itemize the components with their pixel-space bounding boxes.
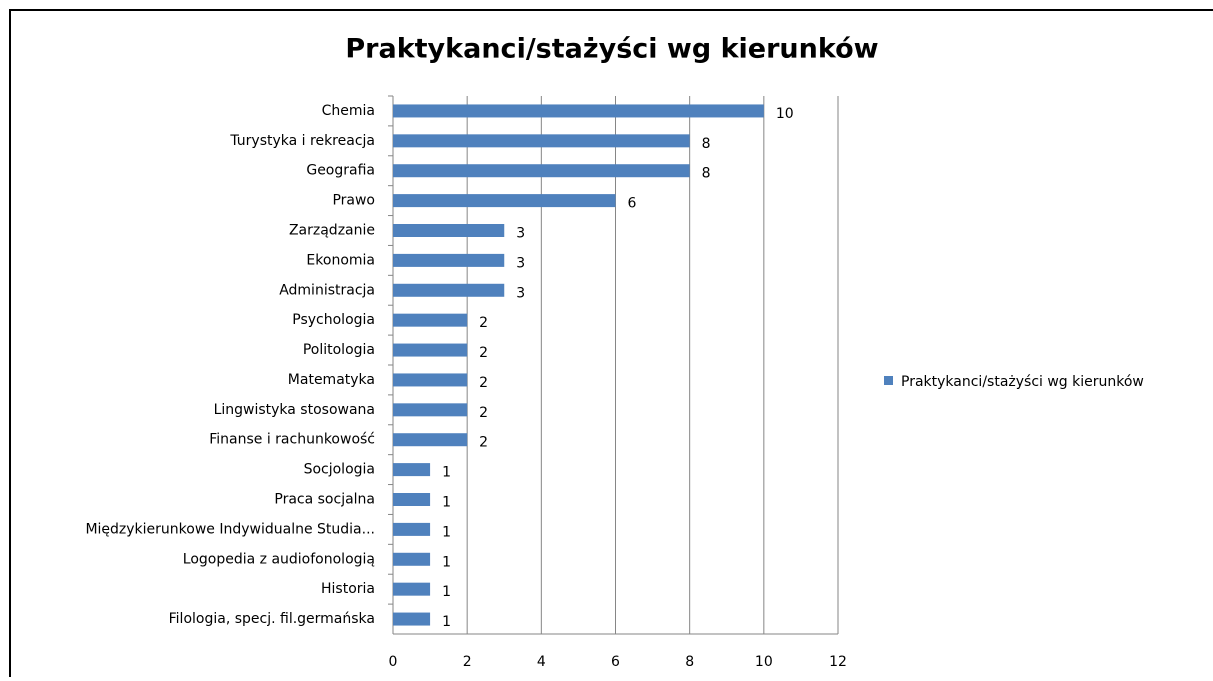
data-label: 2 <box>479 435 488 451</box>
y-tick-label: Ekonomia <box>306 252 375 268</box>
data-label: 2 <box>479 375 488 391</box>
bar <box>393 552 431 566</box>
y-tick-label: Prawo <box>332 193 375 209</box>
data-label: 1 <box>442 554 451 570</box>
data-label: 1 <box>442 495 451 511</box>
bar <box>393 164 690 178</box>
y-tick-label: Praca socjalna <box>274 492 375 508</box>
y-tick-label: Geografia <box>306 163 375 179</box>
y-tick-label: Finanse i rachunkowość <box>209 432 375 448</box>
chart-title: Praktykanci/stażyści wg kierunków <box>345 34 878 65</box>
data-label: 3 <box>516 255 525 271</box>
bar <box>393 194 616 208</box>
y-tick-label: Międzykierunkowe Indywidualne Studia... <box>85 521 375 537</box>
bar <box>393 253 505 267</box>
x-tick-label: 2 <box>463 654 472 670</box>
data-label: 3 <box>516 285 525 301</box>
data-label: 3 <box>516 226 525 242</box>
data-label: 1 <box>442 465 451 481</box>
legend-swatch <box>884 376 893 385</box>
data-label: 2 <box>479 405 488 421</box>
y-tick-label: Politologia <box>303 342 375 358</box>
chart-frame <box>9 9 1213 681</box>
x-tick-label: 6 <box>611 654 620 670</box>
data-label: 6 <box>628 196 637 212</box>
y-tick-label: Lingwistyka stosowana <box>214 402 375 418</box>
y-tick-label: Socjologia <box>304 462 375 478</box>
x-tick-label: 0 <box>389 654 398 670</box>
y-tick-label: Matematyka <box>288 372 375 388</box>
data-label: 1 <box>442 614 451 630</box>
bar <box>393 313 468 327</box>
bar <box>393 433 468 447</box>
bar <box>393 403 468 417</box>
data-label: 8 <box>702 136 711 152</box>
x-tick-label: 4 <box>537 654 546 670</box>
x-tick-label: 8 <box>685 654 694 670</box>
data-label: 8 <box>702 166 711 182</box>
data-label: 1 <box>442 584 451 600</box>
data-label: 2 <box>479 345 488 361</box>
x-tick-label: 10 <box>755 654 773 670</box>
bar <box>393 522 431 536</box>
data-label: 10 <box>776 106 794 122</box>
y-tick-label: Turystyka i rekreacja <box>229 133 375 149</box>
y-tick-label: Psychologia <box>292 312 375 328</box>
y-tick-label: Logopedia z audiofonologią <box>183 551 375 567</box>
y-tick-label: Chemia <box>322 103 375 119</box>
bar <box>393 343 468 357</box>
y-tick-label: Filologia, specj. fil.germańska <box>169 611 375 627</box>
bar <box>393 463 431 477</box>
data-label: 2 <box>479 315 488 331</box>
y-tick-label: Zarządzanie <box>289 223 375 239</box>
bar <box>393 104 764 118</box>
bar <box>393 582 431 596</box>
bar <box>393 493 431 506</box>
data-label: 1 <box>442 524 451 540</box>
bar <box>393 283 505 297</box>
bar <box>393 224 505 237</box>
y-tick-label: Administracja <box>279 282 375 298</box>
bar <box>393 373 468 387</box>
x-tick-label: 12 <box>829 654 847 670</box>
y-tick-label: Historia <box>321 581 375 597</box>
bar <box>393 134 690 148</box>
bar <box>393 612 431 626</box>
legend-label: Praktykanci/stażyści wg kierunków <box>901 374 1144 390</box>
